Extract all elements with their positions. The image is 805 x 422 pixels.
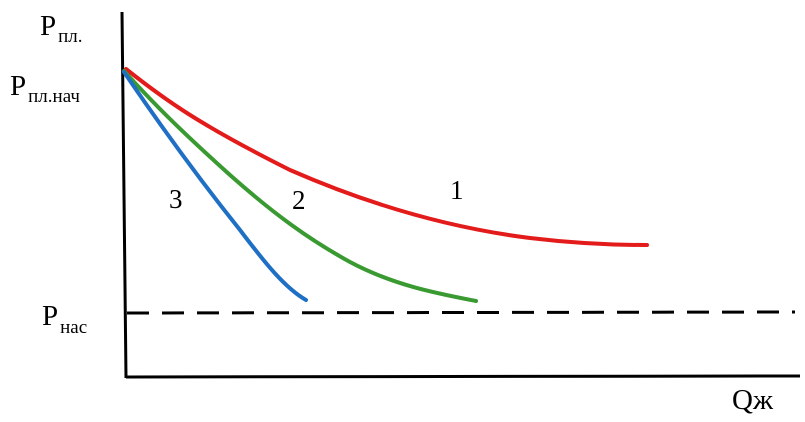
saturation-pressure-label-main: P [42,300,58,332]
saturation-pressure-label-sub: нас [60,317,87,338]
curve-2-label: 2 [292,185,306,215]
curve-1-label: 1 [450,175,464,205]
y-axis-label-main: P [40,10,56,42]
x-axis-label: Qж [732,384,774,416]
initial-pressure-label-sub: пл.нач [28,86,80,107]
curve-1 [124,67,649,247]
saturation-pressure-line [126,310,796,315]
curve-3 [122,70,308,302]
curve-2 [122,69,478,303]
x-axis [125,374,801,379]
y-axis [120,11,128,379]
curve-3-label: 3 [169,184,183,214]
y-axis-label-sub: пл. [58,26,82,47]
initial-pressure-label-main: P [10,70,26,102]
